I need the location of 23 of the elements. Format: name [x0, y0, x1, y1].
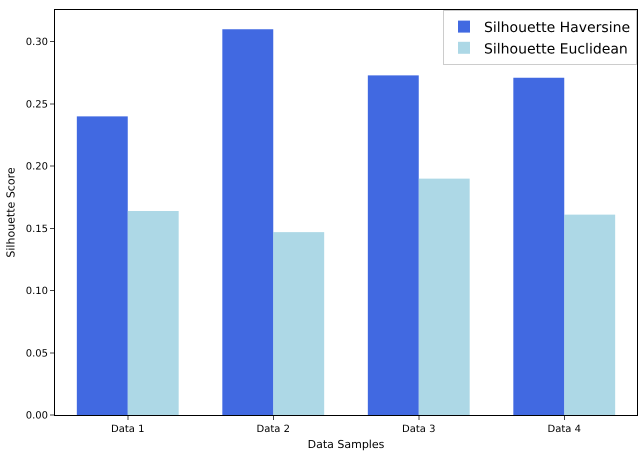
bar [368, 75, 419, 415]
y-axis-title: Silhouette Score [4, 167, 18, 258]
y-tick-label: 0.15 [26, 224, 48, 235]
y-tick-label: 0.25 [26, 99, 48, 110]
y-tick-label: 0.10 [26, 286, 48, 298]
x-tick-label: Data 2 [256, 424, 290, 435]
bar [513, 78, 564, 415]
bar [76, 116, 128, 415]
bar [273, 232, 324, 415]
x-tick-label: Data 4 [548, 424, 581, 435]
x-axis-title: Data Samples [308, 438, 385, 452]
bar [418, 178, 470, 415]
y-tick-label: 0.00 [26, 410, 48, 422]
y-tick-label: 0.20 [26, 162, 48, 173]
bar [564, 214, 616, 415]
bar [222, 29, 274, 415]
legend-label: Silhouette Haversine [484, 20, 630, 36]
legend-label: Silhouette Euclidean [484, 41, 628, 58]
bar [128, 210, 179, 415]
y-tick-label: 0.05 [26, 348, 48, 360]
y-tick-label: 0.30 [26, 37, 48, 48]
x-tick-label: Data 3 [402, 424, 436, 435]
x-tick-label: Data 1 [111, 424, 144, 435]
